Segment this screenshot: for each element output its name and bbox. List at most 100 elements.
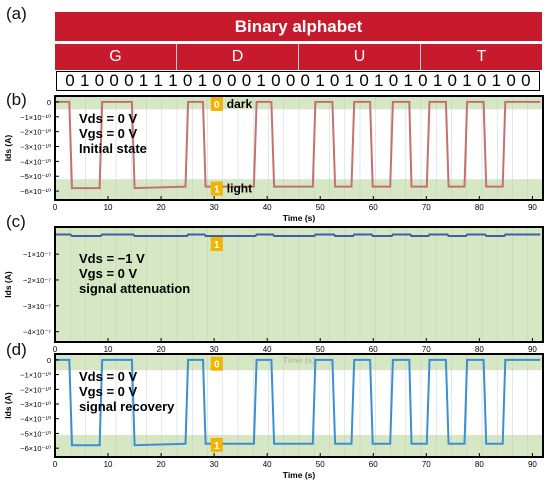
condition-annotation: Vds = 0 V — [79, 111, 137, 126]
bit-digit: 1 — [374, 71, 384, 90]
bit-digit: 0 — [285, 71, 296, 90]
bit-digit: 1 — [491, 71, 502, 90]
x-tick-label: 80 — [475, 460, 484, 469]
y-axis-label: Ids (A) — [3, 392, 13, 419]
x-tick-label: 0 — [53, 460, 58, 469]
panel-label-d: (d) — [6, 340, 27, 359]
y-tick-label: −1×10⁻⁷ — [23, 250, 51, 259]
state-label: dark — [227, 97, 253, 111]
y-tick-label: −5×10⁻¹⁰ — [20, 172, 51, 181]
x-tick-label: 60 — [369, 203, 378, 212]
condition-annotation: Vgs = 0 V — [79, 266, 137, 281]
x-tick-label: 90 — [528, 345, 537, 354]
y-tick-label: 0 — [47, 356, 51, 365]
state-tag-label: 0 — [214, 360, 220, 371]
condition-annotation: Vgs = 0 V — [79, 126, 137, 141]
y-axis-label: Ids (A) — [3, 271, 13, 298]
bit-digit: 0 — [227, 71, 237, 90]
bit-digit: 0 — [241, 71, 252, 90]
x-axis-label: Time (s) — [283, 470, 316, 480]
current-trace — [55, 100, 541, 190]
letter-cell: T — [420, 44, 542, 70]
bit-digit: 1 — [462, 71, 472, 90]
y-axis-label: Ids (A) — [3, 135, 13, 162]
letter-cell: D — [176, 44, 298, 70]
bit-digit: 1 — [79, 71, 90, 90]
panel-label-a: (a) — [6, 4, 27, 23]
condition-annotation: Vds = −1 V — [79, 251, 145, 266]
bit-digit: 0 — [476, 71, 487, 90]
x-tick-label: 20 — [157, 203, 166, 212]
bit-digit: 1 — [138, 71, 149, 90]
bit-digit: 1 — [197, 71, 208, 90]
y-tick-label: −3×10⁻¹⁰ — [20, 143, 51, 152]
y-tick-label: 0 — [47, 98, 51, 107]
panel-label-b: (b) — [6, 90, 27, 109]
y-tick-label: −2×10⁻¹⁰ — [20, 385, 51, 394]
bit-digit: 0 — [65, 71, 75, 90]
condition-annotation: Vds = 0 V — [79, 369, 137, 384]
plot-frame — [54, 95, 544, 201]
state-tag — [210, 237, 223, 251]
condition-annotation: Vgs = 0 V — [79, 384, 137, 399]
bit-digit: 1 — [153, 71, 163, 90]
x-tick-label: 70 — [422, 345, 431, 354]
x-tick-label: 10 — [104, 460, 113, 469]
y-tick-label: −4×10⁻¹⁰ — [20, 415, 51, 424]
bit-digit: 0 — [212, 71, 222, 90]
x-tick-label: 50 — [316, 345, 325, 354]
letter-cell: G — [109, 48, 122, 65]
condition-annotation: signal recovery — [79, 399, 175, 414]
bit-digit: 0 — [521, 71, 531, 90]
bit-digit: 0 — [271, 71, 281, 90]
y-tick-label: −1×10⁻¹⁰ — [20, 371, 51, 380]
bit-digit: 1 — [315, 71, 325, 90]
y-tick-label: −3×10⁻¹⁰ — [20, 400, 51, 409]
x-tick-label: 20 — [157, 345, 166, 354]
y-tick-label: −6×10⁻¹⁰ — [20, 187, 51, 196]
y-tick-label: −5×10⁻¹⁰ — [20, 429, 51, 438]
x-tick-label: 30 — [210, 460, 219, 469]
x-tick-label: 10 — [104, 203, 113, 212]
y-tick-label: −4×10⁻⁷ — [23, 328, 51, 337]
bit-digit: 0 — [182, 71, 193, 90]
current-trace — [55, 233, 541, 237]
current-trace — [55, 358, 541, 447]
x-tick-label: 0 — [53, 345, 58, 354]
panel-label-c: (c) — [6, 212, 26, 231]
binary-alphabet-title: Binary alphabet — [55, 12, 542, 41]
state-tag-label: 1 — [214, 441, 220, 452]
bit-digit: 0 — [388, 71, 399, 90]
state-tag — [210, 356, 223, 371]
letter-cell: U — [298, 44, 420, 70]
y-tick-label: −6×10⁻¹⁰ — [20, 444, 51, 453]
y-tick-label: −1×10⁻¹⁰ — [20, 113, 51, 122]
bit-digit: 0 — [447, 71, 458, 90]
state-tag — [210, 97, 223, 112]
bit-digit: 0 — [109, 71, 119, 90]
x-tick-label: 90 — [528, 203, 537, 212]
x-tick-label: 80 — [475, 345, 484, 354]
state-tag-label: 0 — [214, 100, 220, 111]
x-tick-label: 70 — [422, 460, 431, 469]
bit-digit: 0 — [418, 71, 428, 90]
x-axis-label: Time (s) — [283, 213, 316, 223]
state-tag — [210, 181, 223, 196]
x-tick-label: 80 — [475, 203, 484, 212]
condition-annotation: signal attenuation — [79, 281, 190, 296]
x-tick-label: 40 — [263, 460, 272, 469]
bit-digit: 1 — [168, 71, 178, 90]
state-tag-label: 1 — [214, 240, 220, 251]
state-tag — [210, 437, 223, 452]
x-tick-label: 90 — [528, 460, 537, 469]
x-tick-label: 60 — [369, 345, 378, 354]
x-tick-label: 60 — [369, 460, 378, 469]
bit-digit: 0 — [94, 71, 105, 90]
x-tick-label: 50 — [316, 460, 325, 469]
x-tick-label: 50 — [316, 203, 325, 212]
